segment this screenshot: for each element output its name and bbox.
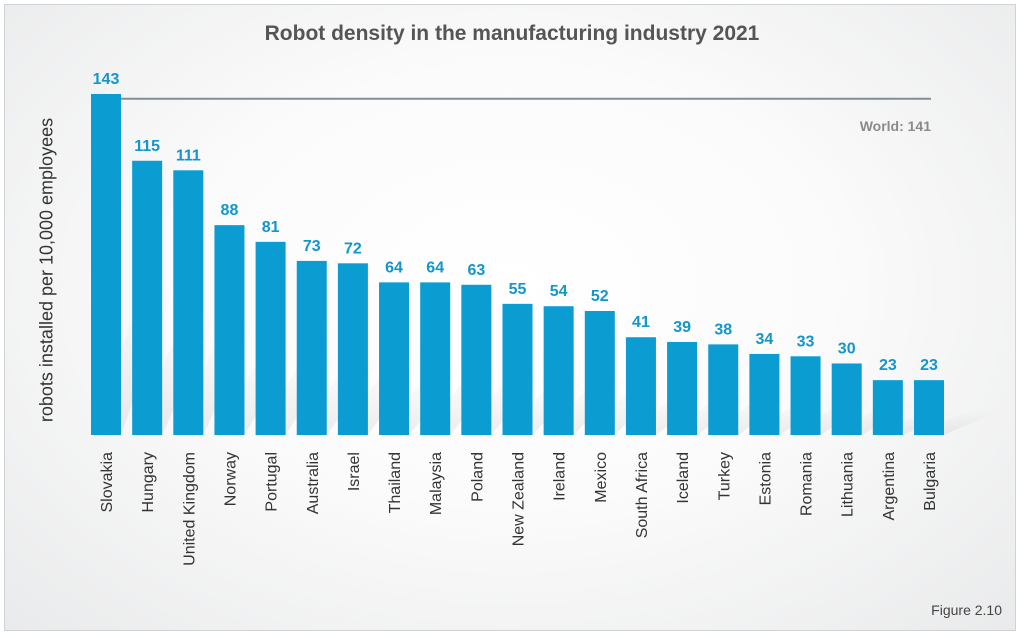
bar-thailand bbox=[379, 282, 410, 435]
value-label-romania: 33 bbox=[797, 333, 815, 350]
value-label-israel: 72 bbox=[344, 240, 362, 257]
category-label-slovakia: Slovakia bbox=[99, 452, 116, 513]
bar-united-kingdom bbox=[173, 170, 204, 436]
bar-ireland bbox=[543, 306, 574, 435]
bar-iceland bbox=[667, 342, 698, 435]
value-label-mexico: 52 bbox=[591, 288, 609, 305]
category-label-thailand: Thailand bbox=[387, 452, 404, 513]
category-label-australia: Australia bbox=[305, 452, 322, 514]
figure-caption: Figure 2.10 bbox=[931, 602, 1002, 618]
value-label-malaysia: 64 bbox=[426, 259, 444, 276]
category-label-malaysia: Malaysia bbox=[428, 452, 445, 515]
category-label-israel: Israel bbox=[346, 452, 363, 491]
value-label-hungary: 115 bbox=[134, 138, 160, 155]
category-label-lithuania: Lithuania bbox=[840, 452, 857, 517]
value-label-ireland: 54 bbox=[550, 283, 568, 300]
category-label-argentina: Argentina bbox=[881, 452, 898, 521]
bar-lithuania bbox=[831, 363, 862, 435]
value-label-argentina: 23 bbox=[879, 357, 897, 374]
bar-portugal bbox=[255, 241, 286, 435]
value-label-south-africa: 41 bbox=[632, 314, 650, 331]
value-label-new-zealand: 55 bbox=[509, 281, 527, 298]
bar-south-africa bbox=[625, 337, 656, 435]
category-label-portugal: Portugal bbox=[264, 452, 281, 512]
value-label-portugal: 81 bbox=[262, 219, 280, 236]
value-label-thailand: 64 bbox=[385, 259, 403, 276]
category-label-mexico: Mexico bbox=[593, 452, 610, 503]
bar-norway bbox=[214, 225, 245, 435]
bar-new-zealand bbox=[502, 303, 533, 435]
value-label-united-kingdom: 111 bbox=[176, 147, 201, 164]
bar-slovakia bbox=[91, 94, 121, 435]
category-label-hungary: Hungary bbox=[140, 452, 157, 512]
value-label-poland: 63 bbox=[467, 262, 485, 279]
bar-israel bbox=[337, 263, 368, 435]
category-label-ireland: Ireland bbox=[552, 452, 569, 501]
value-label-turkey: 38 bbox=[714, 321, 732, 338]
bar-turkey bbox=[708, 344, 739, 435]
bar-hungary bbox=[132, 160, 163, 435]
value-label-estonia: 34 bbox=[756, 331, 774, 348]
value-label-iceland: 39 bbox=[673, 319, 691, 336]
category-label-bulgaria: Bulgaria bbox=[922, 452, 939, 511]
category-label-romania: Romania bbox=[799, 452, 816, 516]
category-label-south-africa: South Africa bbox=[634, 452, 651, 538]
category-label-norway: Norway bbox=[222, 452, 239, 506]
value-label-bulgaria: 23 bbox=[920, 357, 938, 374]
value-label-australia: 73 bbox=[303, 238, 321, 255]
category-label-iceland: Iceland bbox=[675, 452, 692, 504]
value-label-slovakia: 143 bbox=[93, 71, 120, 88]
value-labels-group: 143 115 111 88 81 73 72 64 64 63 55 54 52 41 39 38 34 33 3… bbox=[93, 71, 938, 374]
bar-estonia bbox=[749, 353, 780, 435]
value-label-lithuania: 30 bbox=[838, 340, 856, 357]
bar-malaysia bbox=[420, 282, 451, 435]
bar-australia bbox=[296, 260, 327, 435]
category-label-turkey: Turkey bbox=[716, 452, 733, 500]
bar-romania bbox=[790, 356, 821, 435]
bar-argentina bbox=[872, 380, 903, 435]
value-label-norway: 88 bbox=[221, 202, 239, 219]
bars-group bbox=[91, 94, 944, 436]
bar-mexico bbox=[584, 311, 615, 435]
category-label-estonia: Estonia bbox=[757, 452, 774, 505]
category-label-poland: Poland bbox=[469, 452, 486, 502]
category-label-united-kingdom: United Kingdom bbox=[181, 452, 198, 566]
bar-bulgaria bbox=[914, 380, 944, 435]
bar-poland bbox=[461, 284, 492, 435]
category-labels-group: Slovakia Hungary United Kingdom Norway Portu… bbox=[99, 452, 939, 566]
chart-title: Robot density in the manufacturing indus… bbox=[264, 22, 760, 45]
category-label-new-zealand: New Zealand bbox=[511, 452, 528, 546]
world-reference-label: World: 141 bbox=[860, 118, 932, 134]
